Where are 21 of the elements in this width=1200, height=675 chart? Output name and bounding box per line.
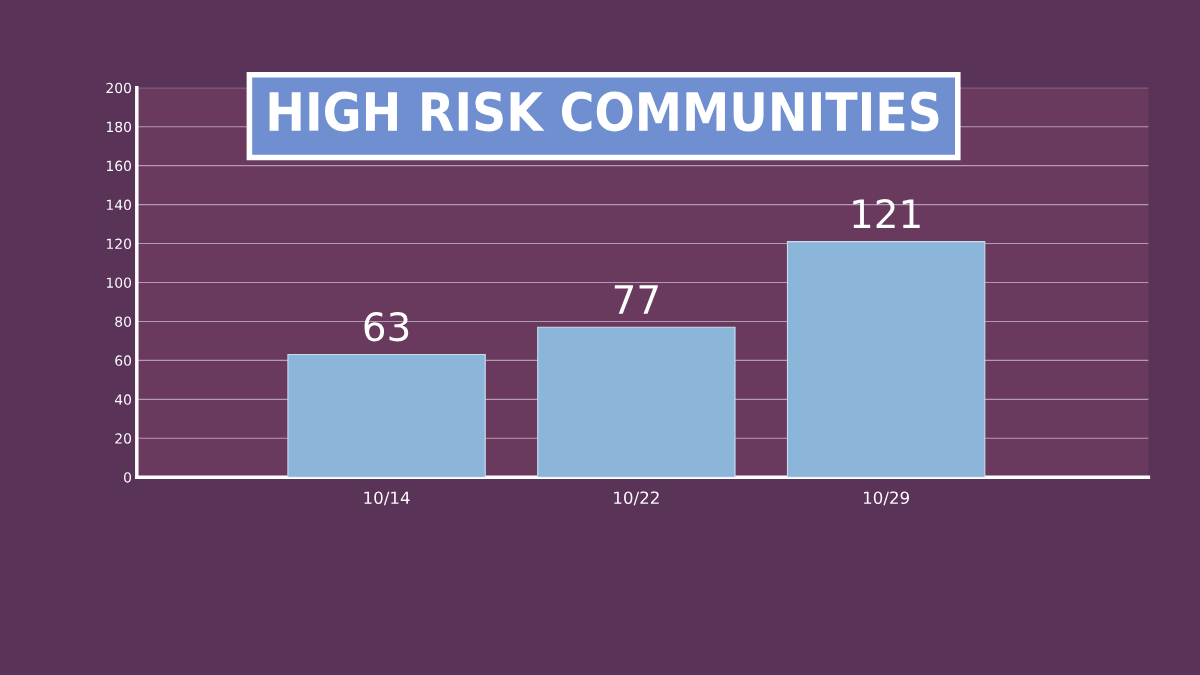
y-tick-label: 100 — [106, 277, 132, 288]
data-label: 121 — [853, 199, 920, 228]
data-label: 63 — [364, 312, 409, 342]
y-tick-label: 180 — [106, 121, 132, 133]
bar — [786, 241, 986, 478]
y-tick-label: 200 — [106, 82, 132, 94]
y-tick-label: 80 — [115, 316, 132, 327]
data-label: 77 — [614, 285, 658, 314]
y-tick-label: 160 — [106, 160, 132, 172]
x-tick-label: 10/14 — [364, 491, 410, 506]
bar — [287, 353, 486, 478]
y-tick-label: 120 — [106, 238, 132, 250]
x-tick-label: 10/29 — [863, 491, 909, 506]
y-tick-label: 60 — [115, 355, 132, 366]
bar — [537, 326, 736, 478]
y-tick-label: 140 — [106, 199, 132, 211]
chart-title: HIGH RISK COMMUNITIES — [269, 91, 939, 132]
y-tick-label: 20 — [115, 433, 132, 444]
y-tick-label: 0 — [124, 472, 132, 483]
y-tick-label: 40 — [114, 394, 132, 405]
x-tick-label: 10/22 — [614, 491, 659, 506]
